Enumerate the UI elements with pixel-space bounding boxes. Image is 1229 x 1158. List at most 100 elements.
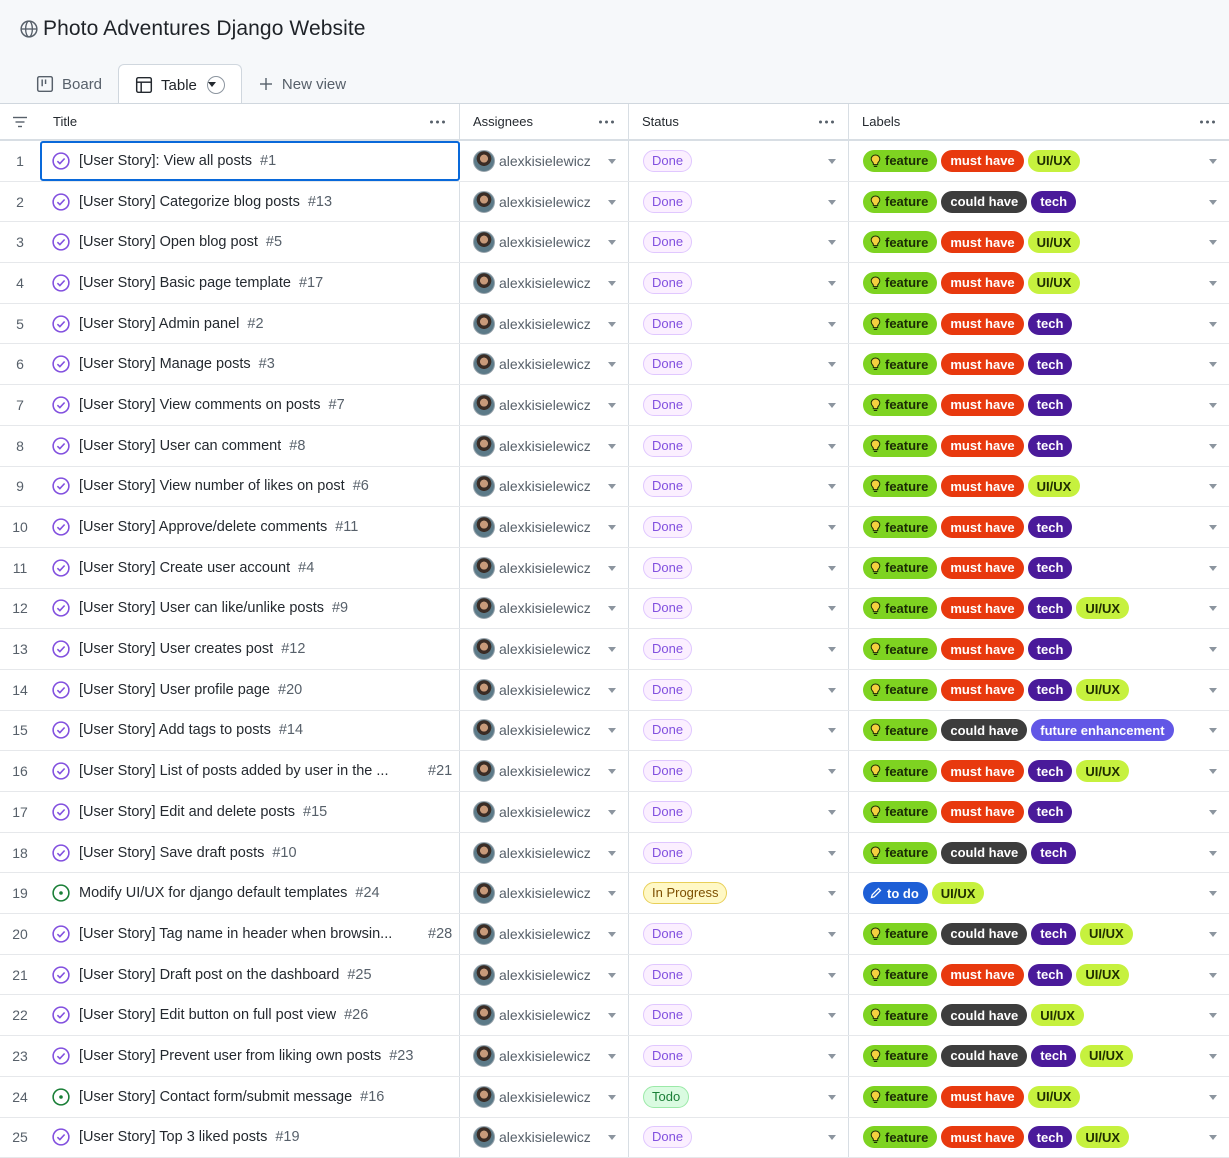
table-row[interactable]: 8 [User Story] User can comment #8 alexkisi… — [0, 425, 1229, 467]
label-feature[interactable]: feature — [863, 678, 938, 701]
labels-cell[interactable]: feature must have tech UI/UX — [849, 670, 1229, 710]
label-feature[interactable]: feature — [863, 1044, 938, 1067]
label-could-have[interactable]: could have — [941, 1004, 1028, 1027]
title-cell[interactable]: [User Story] Edit button on full post vi… — [40, 995, 460, 1036]
status-cell[interactable]: Done — [629, 588, 849, 629]
title-cell[interactable]: [User Story] Top 3 liked posts #19 — [40, 1117, 460, 1158]
assignees-cell[interactable]: alexkisielewicz — [460, 1076, 629, 1117]
chevron-down-icon[interactable] — [828, 1135, 836, 1141]
chevron-down-icon[interactable] — [828, 199, 836, 205]
chevron-down-icon[interactable] — [1209, 606, 1217, 612]
chevron-down-icon[interactable] — [828, 687, 836, 693]
label-ui-ux[interactable]: UI/UX — [1080, 922, 1133, 945]
label-ui-ux[interactable]: UI/UX — [1076, 760, 1130, 783]
issue-title-link[interactable]: [User Story] Save draft posts — [79, 844, 265, 861]
label-ui-ux[interactable]: UI/UX — [1027, 475, 1081, 498]
label-ui-ux[interactable]: UI/UX — [1031, 1004, 1084, 1027]
chevron-down-icon[interactable] — [1209, 402, 1217, 408]
status-cell[interactable]: Done — [629, 832, 849, 873]
label-must-have[interactable]: must have — [941, 393, 1024, 416]
chevron-down-icon[interactable] — [828, 647, 836, 653]
chevron-down-icon[interactable] — [608, 931, 616, 937]
status-cell[interactable]: Done — [629, 669, 849, 710]
issue-title-link[interactable]: [User Story] Create user account — [79, 559, 291, 576]
table-row[interactable]: 25 [User Story] Top 3 liked posts #19 alexk… — [0, 1117, 1229, 1158]
label-tech[interactable]: tech — [1027, 434, 1073, 457]
assignees-cell[interactable]: alexkisielewicz — [460, 832, 629, 873]
label-must-have[interactable]: must have — [941, 678, 1024, 701]
label-tech[interactable]: tech — [1027, 760, 1073, 783]
status-cell[interactable]: Done — [629, 751, 849, 791]
title-cell[interactable]: [User Story] Categorize blog posts #13 — [40, 181, 460, 222]
table-row[interactable]: 13 [User Story] User creates post #12 alexk… — [0, 629, 1229, 670]
issue-title-link[interactable]: [User Story] Top 3 liked posts — [79, 1129, 268, 1146]
chevron-down-icon[interactable] — [608, 565, 616, 571]
title-cell[interactable]: [User Story] Add tags to posts #14 — [40, 710, 460, 751]
assignees-cell[interactable]: alexkisielewicz — [460, 995, 629, 1036]
title-cell[interactable]: Modify UI/UX for django default template… — [40, 873, 460, 914]
label-ui-ux[interactable]: UI/UX — [1027, 1085, 1081, 1108]
chevron-down-icon[interactable] — [608, 647, 616, 653]
chevron-down-icon[interactable] — [828, 1053, 836, 1059]
chevron-down-icon[interactable] — [1209, 321, 1217, 327]
chevron-down-icon[interactable] — [1209, 484, 1217, 490]
chevron-down-icon[interactable] — [1209, 525, 1217, 531]
chevron-down-icon[interactable] — [1209, 850, 1217, 856]
labels-cell[interactable]: feature must have UI/UX — [849, 467, 1229, 507]
table-row[interactable]: 6 [User Story] Manage posts #3 alexkisielew… — [0, 344, 1229, 386]
chevron-down-icon[interactable] — [608, 1053, 616, 1059]
label-tech[interactable]: tech — [1027, 516, 1073, 539]
table-row[interactable]: 18 [User Story] Save draft posts #10 alexki… — [0, 832, 1229, 874]
chevron-down-icon[interactable] — [1209, 443, 1217, 449]
label-must-have[interactable]: must have — [941, 1085, 1024, 1108]
column-menu-icon[interactable] — [599, 120, 614, 123]
label-must-have[interactable]: must have — [941, 231, 1024, 254]
issue-title-link[interactable]: [User Story] User creates post — [79, 641, 274, 658]
column-header-title[interactable]: Title — [40, 104, 460, 139]
label-feature[interactable]: feature — [863, 597, 938, 620]
chevron-down-icon[interactable] — [608, 1094, 616, 1100]
assignees-cell[interactable]: alexkisielewicz — [460, 954, 629, 995]
chevron-down-icon[interactable] — [608, 1135, 616, 1141]
column-menu-icon[interactable] — [430, 120, 445, 123]
label-tech[interactable]: tech — [1027, 393, 1073, 416]
label-to-do[interactable]: to do — [863, 882, 928, 905]
label-ui-ux[interactable]: UI/UX — [931, 882, 985, 905]
issue-title-link[interactable]: [User Story] User can like/unlike posts — [79, 600, 324, 617]
chevron-down-icon[interactable] — [608, 891, 616, 897]
chevron-down-icon[interactable] — [828, 1013, 836, 1019]
chevron-down-icon[interactable] — [1209, 362, 1217, 368]
label-feature[interactable]: feature — [863, 434, 938, 457]
column-header-assignees[interactable]: Assignees — [460, 104, 629, 139]
chevron-down-icon[interactable] — [828, 850, 836, 856]
title-cell[interactable]: [User Story] Manage posts #3 — [40, 344, 460, 385]
chevron-down-icon[interactable] — [1209, 1135, 1217, 1141]
chevron-down-icon[interactable] — [828, 362, 836, 368]
chevron-down-icon[interactable] — [608, 402, 616, 408]
labels-cell[interactable]: feature could have tech — [849, 182, 1229, 222]
labels-cell[interactable]: feature must have tech — [849, 507, 1229, 547]
assignees-cell[interactable]: alexkisielewicz — [460, 507, 629, 547]
title-cell[interactable]: [User Story] Save draft posts #10 — [40, 832, 460, 873]
chevron-down-icon[interactable] — [828, 321, 836, 327]
labels-cell[interactable]: feature could have tech UI/UX — [849, 1036, 1229, 1076]
issue-title-link[interactable]: [User Story] Categorize blog posts — [79, 193, 300, 210]
table-row[interactable]: 15 [User Story] Add tags to posts #14 alexk… — [0, 710, 1229, 752]
filter-button[interactable] — [0, 104, 40, 139]
status-cell[interactable]: Done — [629, 1036, 849, 1076]
assignees-cell[interactable]: alexkisielewicz — [460, 629, 629, 669]
table-row[interactable]: 16 [User Story] List of posts added by us… — [0, 751, 1229, 792]
chevron-down-icon[interactable] — [1209, 647, 1217, 653]
label-ui-ux[interactable]: UI/UX — [1076, 1126, 1130, 1149]
label-must-have[interactable]: must have — [941, 638, 1024, 661]
label-feature[interactable]: feature — [863, 1085, 938, 1108]
label-could-have[interactable]: could have — [941, 190, 1028, 213]
labels-cell[interactable]: feature must have tech — [849, 792, 1229, 832]
labels-cell[interactable]: feature must have tech UI/UX — [849, 589, 1229, 629]
status-cell[interactable]: Todo — [629, 1076, 849, 1117]
status-cell[interactable]: Done — [629, 710, 849, 751]
chevron-down-icon[interactable] — [828, 565, 836, 571]
status-cell[interactable]: Done — [629, 263, 849, 303]
issue-title-link[interactable]: [User Story] Prevent user from liking ow… — [79, 1047, 382, 1064]
assignees-cell[interactable]: alexkisielewicz — [460, 792, 629, 832]
